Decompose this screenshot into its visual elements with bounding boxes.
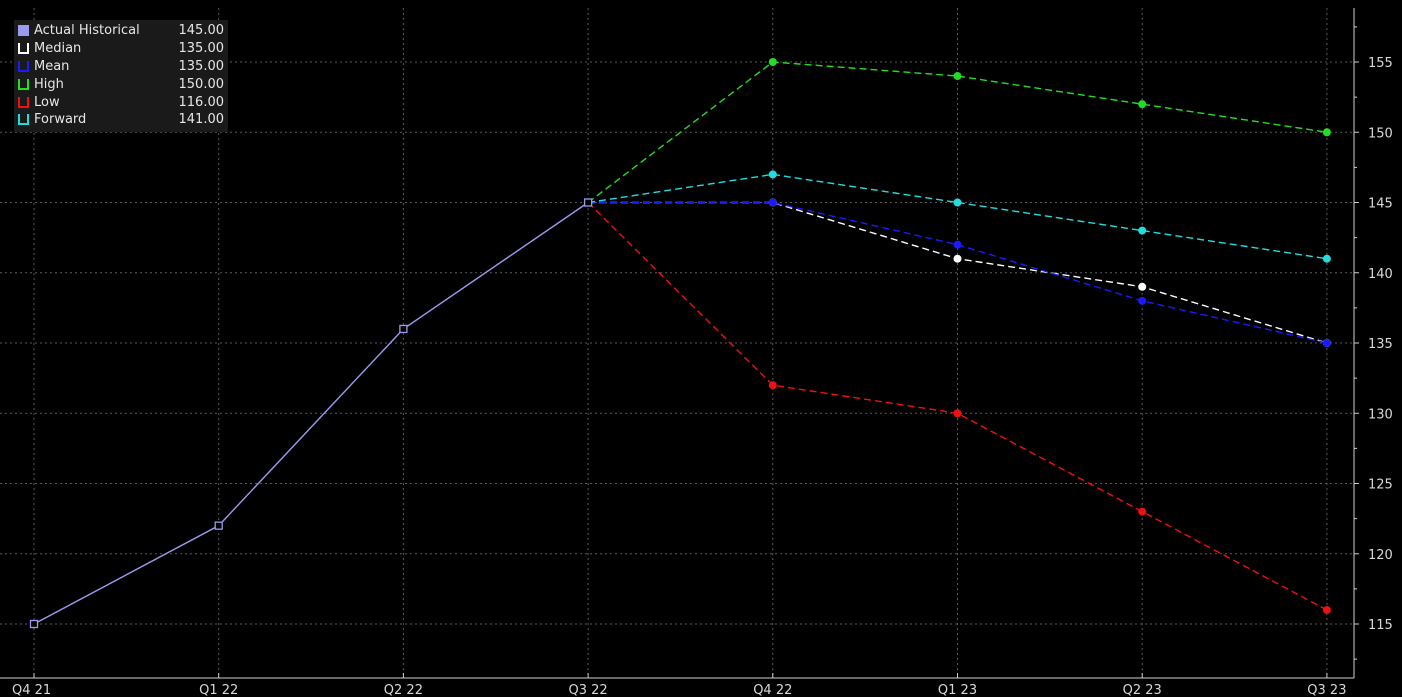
data-point-actual-historical bbox=[583, 198, 593, 207]
legend-swatch bbox=[18, 78, 29, 90]
series-line-forward bbox=[587, 173, 1328, 260]
legend-value: 141.00 bbox=[178, 112, 225, 128]
data-point-forward bbox=[1138, 226, 1147, 235]
legend-swatch bbox=[18, 25, 29, 37]
data-point-mean bbox=[768, 198, 777, 207]
x-tick-label: Q1 22 bbox=[199, 683, 238, 697]
data-point-high bbox=[768, 58, 777, 66]
y-tick-label: 145 bbox=[1368, 197, 1393, 212]
legend-item-mean: Mean 135.00 bbox=[18, 58, 224, 76]
x-axis-labels: Q4 21 Q1 22 Q2 22 Q3 22 Q4 22 Q1 23 Q2 23 Q3 23 bbox=[12, 683, 1346, 697]
legend-item-forward: Forward 141.00 bbox=[18, 111, 224, 129]
data-point-forward bbox=[768, 170, 777, 179]
x-tick-label: Q4 22 bbox=[753, 683, 792, 697]
data-point-mean bbox=[953, 240, 962, 249]
legend-label: Low bbox=[34, 94, 60, 110]
data-point-forward bbox=[1322, 254, 1331, 263]
x-tick-label: Q3 23 bbox=[1307, 683, 1346, 697]
markers bbox=[29, 58, 1331, 629]
x-tick-label: Q2 23 bbox=[1123, 683, 1162, 697]
legend-item-high: High 150.00 bbox=[18, 75, 224, 93]
legend-swatch bbox=[18, 114, 29, 126]
data-point-mean bbox=[1138, 296, 1147, 305]
legend-item-actual-historical: Actual Historical 145.00 bbox=[18, 22, 224, 40]
y-tick-label: 150 bbox=[1368, 126, 1393, 141]
series-line-high bbox=[587, 61, 1328, 204]
legend-item-median: Median 135.00 bbox=[18, 40, 224, 58]
legend-label: Median bbox=[34, 41, 82, 57]
data-point-low bbox=[1322, 605, 1331, 614]
legend-label: Forward bbox=[34, 112, 87, 128]
x-tick-label: Q2 22 bbox=[384, 683, 423, 697]
x-tick-label: Q3 22 bbox=[569, 683, 608, 697]
y-tick-label: 130 bbox=[1368, 407, 1393, 422]
data-point-high bbox=[953, 72, 962, 81]
y-tick-label: 125 bbox=[1368, 478, 1393, 493]
legend-label: Mean bbox=[34, 58, 70, 74]
legend-label: High bbox=[34, 76, 64, 92]
legend-value: 135.00 bbox=[178, 58, 225, 74]
x-tick-label: Q4 21 bbox=[12, 683, 51, 697]
y-tick-label: 135 bbox=[1368, 337, 1393, 352]
data-point-high bbox=[1322, 128, 1331, 137]
y-tick-label: 155 bbox=[1368, 56, 1393, 71]
data-point-median bbox=[1138, 282, 1147, 291]
axes bbox=[0, 8, 1359, 679]
legend-swatch bbox=[18, 60, 29, 72]
legend-label: Actual Historical bbox=[34, 23, 140, 39]
data-point-low bbox=[768, 381, 777, 390]
legend-value: 116.00 bbox=[178, 94, 225, 110]
y-tick-label: 115 bbox=[1368, 618, 1393, 633]
y-axis-labels: 115 120 125 130 135 140 145 150 155 bbox=[1368, 56, 1393, 633]
data-point-low bbox=[1138, 507, 1147, 516]
series-line-actual-historical bbox=[33, 201, 589, 625]
x-tick-label: Q1 23 bbox=[938, 683, 977, 697]
data-point-forward bbox=[953, 198, 962, 207]
legend-swatch bbox=[18, 96, 29, 108]
data-point-low bbox=[953, 409, 962, 418]
data-point-actual-historical bbox=[214, 521, 223, 530]
y-tick-label: 120 bbox=[1368, 548, 1393, 563]
data-point-actual-historical bbox=[399, 324, 408, 334]
data-point-median bbox=[953, 254, 962, 263]
legend-value: 150.00 bbox=[178, 76, 225, 92]
y-tick-label: 140 bbox=[1368, 267, 1393, 282]
legend-item-low: Low 116.00 bbox=[18, 93, 224, 111]
legend-value: 135.00 bbox=[178, 41, 225, 57]
legend-value: 145.00 bbox=[178, 23, 225, 39]
data-point-actual-historical bbox=[29, 619, 39, 629]
data-point-mean bbox=[1322, 339, 1331, 347]
legend-swatch bbox=[18, 43, 29, 55]
data-point-high bbox=[1138, 100, 1147, 109]
legend: Actual Historical 145.00 Median 135.00 Mean 1… bbox=[14, 20, 228, 132]
